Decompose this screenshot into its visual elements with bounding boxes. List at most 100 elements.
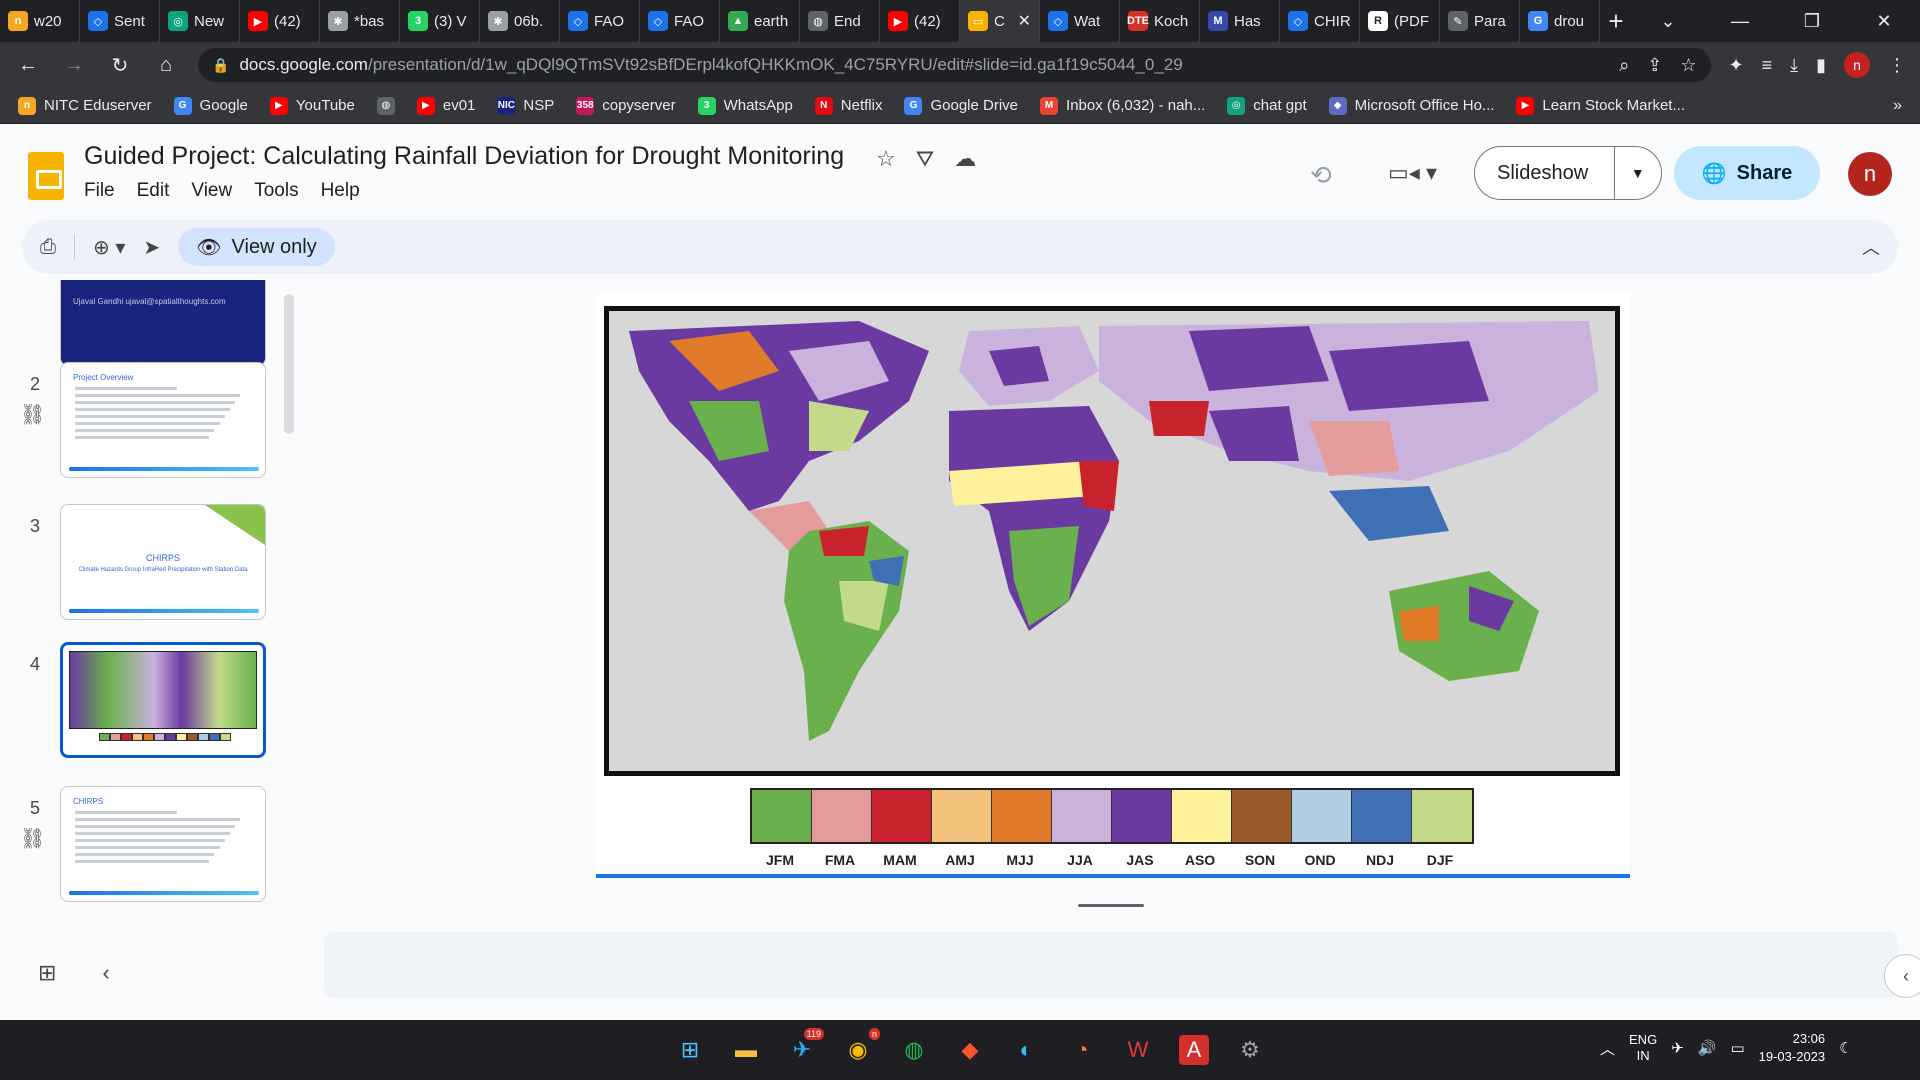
bookmark-item[interactable]: G Google Drive xyxy=(904,96,1018,115)
cloud-saved-icon[interactable]: ☁ xyxy=(954,146,977,171)
browser-tab[interactable]: M Has xyxy=(1200,0,1280,42)
browser-tab[interactable]: ▶ (42) xyxy=(240,0,320,42)
slideshow-dropdown-icon[interactable]: ▼ xyxy=(1613,146,1661,200)
browser-tab[interactable]: ✱ *bas xyxy=(320,0,400,42)
share-button[interactable]: 🌐 Share xyxy=(1674,146,1820,200)
browser-tab[interactable]: ◇ CHIR xyxy=(1280,0,1360,42)
reload-icon[interactable]: ↻ xyxy=(111,54,129,77)
language-indicator[interactable]: ENG IN xyxy=(1629,1032,1657,1064)
user-avatar[interactable]: n xyxy=(1848,152,1892,196)
start-icon[interactable]: ⊞ xyxy=(680,1037,700,1062)
browser-tab[interactable]: ✱ 06b. xyxy=(480,0,560,42)
restore-icon[interactable]: ❐ xyxy=(1803,10,1821,31)
browser-profile-avatar[interactable]: n xyxy=(1844,52,1870,78)
share-page-icon[interactable]: ⇪ xyxy=(1647,54,1663,75)
browser-tab[interactable]: ◎ New xyxy=(160,0,240,42)
document-title[interactable]: Guided Project: Calculating Rainfall Dev… xyxy=(84,142,845,170)
menu-view[interactable]: View xyxy=(191,180,233,201)
spotify-icon[interactable]: ◍ xyxy=(904,1037,924,1062)
hide-filmstrip-icon[interactable]: ‹ xyxy=(102,960,110,985)
bookmark-item[interactable]: ▶ ev01 xyxy=(416,96,475,115)
close-tab-icon[interactable]: ✕ xyxy=(1017,13,1031,30)
new-tab-button[interactable]: + xyxy=(1608,5,1624,36)
browser-tab[interactable]: n w20 xyxy=(0,0,80,42)
bookmark-item[interactable]: ◆ Microsoft Office Ho... xyxy=(1328,96,1494,115)
menu-edit[interactable]: Edit xyxy=(136,180,170,201)
bookmark-item[interactable]: M Inbox (6,032) - nah... xyxy=(1040,96,1205,115)
browser-tab[interactable]: ▭ C ✕ xyxy=(960,0,1040,42)
brave-icon[interactable]: ◆ xyxy=(961,1037,979,1062)
bookmark-item[interactable]: ▶ YouTube xyxy=(269,96,355,115)
star-icon[interactable]: ☆ xyxy=(876,146,896,171)
linked-slide-icon[interactable]: ⛓ xyxy=(20,828,46,850)
filmstrip-scrollbar[interactable] xyxy=(284,294,294,434)
forward-icon[interactable]: → xyxy=(64,53,84,76)
linked-slide-icon[interactable]: ⛓ xyxy=(20,404,46,426)
side-panel-expand-icon[interactable]: ‹ xyxy=(1884,954,1920,998)
bookmark-item[interactable]: ▶ Learn Stock Market... xyxy=(1516,96,1685,115)
chrome-icon[interactable]: ◉ n xyxy=(836,1028,880,1072)
bookmarks-overflow-button[interactable]: » xyxy=(1893,96,1902,114)
bookmark-item[interactable]: G Google xyxy=(173,96,248,115)
bookmark-item[interactable]: 3 WhatsApp xyxy=(697,96,793,115)
browser-tab[interactable]: ▲ earth xyxy=(720,0,800,42)
settings-gear-icon[interactable]: ⚙ xyxy=(1240,1037,1260,1062)
browser-tab[interactable]: R (PDF xyxy=(1360,0,1440,42)
download-icon[interactable]: ⤓ xyxy=(1790,54,1799,75)
menu-file[interactable]: File xyxy=(84,180,115,201)
side-panel-icon[interactable]: ▮ xyxy=(1816,54,1826,75)
volume-icon[interactable]: 🔊 xyxy=(1697,1040,1717,1057)
file-explorer-icon[interactable]: ▬ xyxy=(735,1037,757,1062)
notes-resize-handle[interactable] xyxy=(1078,904,1144,907)
browser-tab[interactable]: ◇ Sent xyxy=(80,0,160,42)
menu-tools[interactable]: Tools xyxy=(254,180,299,201)
grid-view-icon[interactable]: ⊞ xyxy=(38,960,57,985)
slide-thumbnail[interactable]: Ujaval Gandhi ujaval@spatialthoughts.com xyxy=(60,280,266,366)
blender-icon[interactable]: ◔ xyxy=(1075,1037,1089,1062)
home-icon[interactable]: ⌂ xyxy=(159,53,173,76)
extensions-icon[interactable]: ✦ xyxy=(1728,54,1744,75)
notifications-icon[interactable]: ☾ xyxy=(1839,1040,1853,1057)
browser-tab[interactable]: DTE Koch xyxy=(1120,0,1200,42)
menu-help[interactable]: Help xyxy=(320,180,360,201)
slide-thumbnail[interactable]: CHIRPS Climate Hazards Group InfraRed Pre… xyxy=(60,504,266,620)
google-slides-logo-icon[interactable] xyxy=(28,152,64,200)
close-window-icon[interactable]: ✕ xyxy=(1876,10,1892,31)
browser-tab[interactable]: ◇ Wat xyxy=(1040,0,1120,42)
airplane-mode-icon[interactable]: ✈ xyxy=(1671,1040,1684,1057)
browser-tab[interactable]: ◇ FAO xyxy=(560,0,640,42)
minimize-icon[interactable]: — xyxy=(1731,10,1749,31)
browser-tab[interactable]: ◍ End xyxy=(800,0,880,42)
slide-thumbnail[interactable] xyxy=(60,642,266,758)
speaker-notes-area[interactable] xyxy=(324,932,1898,998)
browser-tab[interactable]: 3 (3) V xyxy=(400,0,480,42)
bookmark-item[interactable]: n NITC Eduserver xyxy=(18,96,152,115)
slideshow-button[interactable]: Slideshow ▼ xyxy=(1474,146,1662,200)
slide-thumbnail[interactable]: Project Overview xyxy=(60,362,266,478)
browser-menu-icon[interactable]: ⋮ xyxy=(1888,54,1906,75)
select-cursor-icon[interactable]: ➤ xyxy=(143,236,161,259)
browser-tab[interactable]: ◇ FAO xyxy=(640,0,720,42)
autocad-icon[interactable]: A xyxy=(1179,1035,1209,1065)
slide-thumbnail[interactable]: CHIRPS xyxy=(60,786,266,902)
view-only-button[interactable]: 👁 View only xyxy=(178,228,335,266)
bookmark-item[interactable]: 358 copyserver xyxy=(576,96,676,115)
zoom-icon[interactable]: ⌕ xyxy=(1619,54,1630,75)
collapse-menus-icon[interactable]: ︿ xyxy=(1862,238,1880,258)
lock-icon[interactable]: 🔒 xyxy=(212,56,230,73)
wps-office-icon[interactable]: W xyxy=(1127,1037,1149,1062)
tab-search-icon[interactable]: ⌄ xyxy=(1660,10,1676,31)
bookmark-item[interactable]: ◍ xyxy=(376,96,395,115)
browser-tab[interactable]: ✎ Para xyxy=(1440,0,1520,42)
battery-icon[interactable]: ▭ xyxy=(1730,1040,1745,1057)
reading-list-icon[interactable]: ≡ xyxy=(1761,54,1773,75)
clock[interactable]: 23:06 19-03-2023 xyxy=(1759,1030,1826,1066)
bookmark-item[interactable]: N Netflix xyxy=(814,96,882,115)
move-to-drive-icon[interactable]: ⛛ xyxy=(915,146,935,171)
address-bar[interactable]: 🔒 docs.google.com/presentation/d/1w_qDQl… xyxy=(198,48,1711,82)
browser-tab[interactable]: ▶ (42) xyxy=(880,0,960,42)
print-icon[interactable]: ⎙ xyxy=(40,235,56,258)
bookmark-item[interactable]: ◎ chat gpt xyxy=(1227,96,1307,115)
bookmark-item[interactable]: NIC NSP xyxy=(497,96,554,115)
version-history-icon[interactable]: ⟲ xyxy=(1310,160,1332,190)
